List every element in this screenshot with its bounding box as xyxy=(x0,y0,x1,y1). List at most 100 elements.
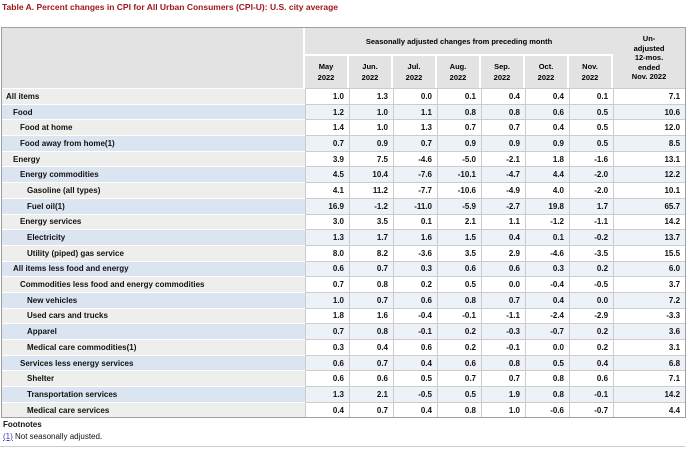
cell-month-value: 8.0 xyxy=(305,244,349,261)
cell-month-value: -0.4 xyxy=(525,276,569,292)
cell-month-value: 1.8 xyxy=(305,307,349,324)
cell-unadjusted-12mo: 65.7 xyxy=(613,197,686,214)
cell-month-value: 1.7 xyxy=(569,197,614,214)
cell-month-value: 0.8 xyxy=(525,386,569,402)
cell-month-value: 0.7 xyxy=(393,135,437,151)
cell-month-value: -0.1 xyxy=(393,323,437,339)
table-row: Food at home 1.4 1.0 1.3 0.7 0.7 0.4 0.5 12.0 xyxy=(2,119,686,136)
cell-month-value: 1.1 xyxy=(481,213,525,230)
cell-month-value: -5.9 xyxy=(437,197,481,214)
cell-month-value: 4.5 xyxy=(305,166,349,183)
table-row: Fuel oil(1) 16.9 -1.2 -11.0 -5.9 -2.7 19.8 1.7 6… xyxy=(2,197,686,214)
month-header-cell: Oct. 2022 xyxy=(525,56,569,88)
cell-unadjusted-12mo: 3.7 xyxy=(613,276,686,292)
row-label: All items less food and energy xyxy=(2,260,305,277)
cell-month-value: 0.6 xyxy=(393,291,437,308)
cell-month-value: 2.1 xyxy=(349,386,393,402)
cell-month-value: -10.1 xyxy=(437,166,481,183)
month-header-cell: Jul. 2022 xyxy=(393,56,437,88)
cell-unadjusted-12mo: 10.6 xyxy=(613,103,686,120)
cell-month-value: 0.8 xyxy=(349,276,393,292)
cell-month-value: 0.7 xyxy=(349,291,393,308)
table-row: Energy services 3.0 3.5 0.1 2.1 1.1 -1.2 -1.1 14… xyxy=(2,213,686,230)
page-title: Table A. Percent changes in CPI for All … xyxy=(2,2,338,12)
cell-month-value: 0.6 xyxy=(569,370,614,387)
cell-month-value: 0.4 xyxy=(393,401,437,418)
cell-month-value: -4.9 xyxy=(481,182,525,198)
cell-month-value: 0.9 xyxy=(481,135,525,151)
table-row: Transportation services 1.3 2.1 -0.5 0.5 1.9 0… xyxy=(2,386,686,402)
row-label: Apparel xyxy=(2,323,305,339)
cell-month-value: 0.9 xyxy=(525,135,569,151)
cell-month-value: 4.0 xyxy=(525,182,569,198)
cell-month-value: 0.7 xyxy=(305,323,349,339)
row-label: Medical care services xyxy=(2,401,305,418)
cell-month-value: 0.3 xyxy=(393,260,437,277)
row-label: Gasoline (all types) xyxy=(2,182,305,198)
cell-month-value: 0.3 xyxy=(525,260,569,277)
month-header-cell: Aug. 2022 xyxy=(437,56,481,88)
row-label: Energy services xyxy=(2,213,305,230)
row-label: Energy commodities xyxy=(2,166,305,183)
cell-month-value: -1.2 xyxy=(525,213,569,230)
cell-month-value: 0.0 xyxy=(481,276,525,292)
cell-month-value: 0.6 xyxy=(349,370,393,387)
cell-month-value: -3.6 xyxy=(393,244,437,261)
cell-month-value: 0.8 xyxy=(437,401,481,418)
cell-month-value: 0.5 xyxy=(393,370,437,387)
footnote-marker-link[interactable]: (1) xyxy=(3,432,13,441)
cell-month-value: 0.8 xyxy=(349,323,393,339)
cell-month-value: -0.4 xyxy=(393,307,437,324)
cell-month-value: -0.1 xyxy=(437,307,481,324)
table-row: Electricity 1.3 1.7 1.6 1.5 0.4 0.1 -0.2 13.7 xyxy=(2,229,686,245)
row-label: Shelter xyxy=(2,370,305,387)
cell-month-value: 0.0 xyxy=(393,88,437,104)
cell-month-value: 7.5 xyxy=(349,150,393,167)
cell-month-value: 3.0 xyxy=(305,213,349,230)
cell-month-value: -0.3 xyxy=(481,323,525,339)
cell-month-value: -1.1 xyxy=(569,213,614,230)
cell-month-value: -0.1 xyxy=(569,386,614,402)
cell-unadjusted-12mo: 13.7 xyxy=(613,229,686,245)
cell-month-value: -0.2 xyxy=(569,229,614,245)
cell-month-value: 2.1 xyxy=(437,213,481,230)
row-label: Transportation services xyxy=(2,386,305,402)
cell-month-value: 1.1 xyxy=(393,103,437,120)
cell-month-value: 0.5 xyxy=(437,276,481,292)
cell-unadjusted-12mo: 13.1 xyxy=(613,150,686,167)
cell-unadjusted-12mo: 4.4 xyxy=(613,401,686,418)
cell-month-value: 0.4 xyxy=(569,354,614,371)
cell-month-value: 1.3 xyxy=(305,229,349,245)
cell-unadjusted-12mo: 7.1 xyxy=(613,370,686,387)
cell-month-value: -0.1 xyxy=(481,339,525,355)
table-row: Medical care services 0.4 0.7 0.4 0.8 1.0 -0.6… xyxy=(2,401,686,418)
cell-month-value: 0.2 xyxy=(569,260,614,277)
cell-month-value: -11.0 xyxy=(393,197,437,214)
cell-month-value: -0.7 xyxy=(525,323,569,339)
month-header-cell: Nov. 2022 xyxy=(569,56,614,88)
cell-month-value: 0.7 xyxy=(349,401,393,418)
cell-month-value: 0.1 xyxy=(525,229,569,245)
table-row: Shelter 0.6 0.6 0.5 0.7 0.7 0.8 0.6 7.1 xyxy=(2,370,686,387)
cell-unadjusted-12mo: 10.1 xyxy=(613,182,686,198)
table-row: Energy commodities 4.5 10.4 -7.6 -10.1 -4.7 4.… xyxy=(2,166,686,183)
table-row: Utility (piped) gas service 8.0 8.2 -3.6 3.5… xyxy=(2,244,686,261)
month-header-cell: May 2022 xyxy=(305,56,349,88)
cell-month-value: 0.6 xyxy=(437,354,481,371)
cell-month-value: 0.7 xyxy=(305,135,349,151)
cell-month-value: 0.2 xyxy=(569,339,614,355)
cell-month-value: 0.6 xyxy=(305,370,349,387)
cell-month-value: 0.6 xyxy=(481,260,525,277)
row-label: Medical care commodities(1) xyxy=(2,339,305,355)
table-row: Energy 3.9 7.5 -4.6 -5.0 -2.1 1.8 -1.6 13.1 xyxy=(2,150,686,167)
cell-unadjusted-12mo: 12.2 xyxy=(613,166,686,183)
cell-month-value: -0.7 xyxy=(569,401,614,418)
cell-month-value: -4.7 xyxy=(481,166,525,183)
cell-month-value: 1.8 xyxy=(525,150,569,167)
cell-month-value: 0.8 xyxy=(481,103,525,120)
cell-month-value: -2.4 xyxy=(525,307,569,324)
cell-month-value: -2.7 xyxy=(481,197,525,214)
cell-month-value: -2.1 xyxy=(481,150,525,167)
cell-month-value: -1.2 xyxy=(349,197,393,214)
cell-month-value: 0.2 xyxy=(437,339,481,355)
